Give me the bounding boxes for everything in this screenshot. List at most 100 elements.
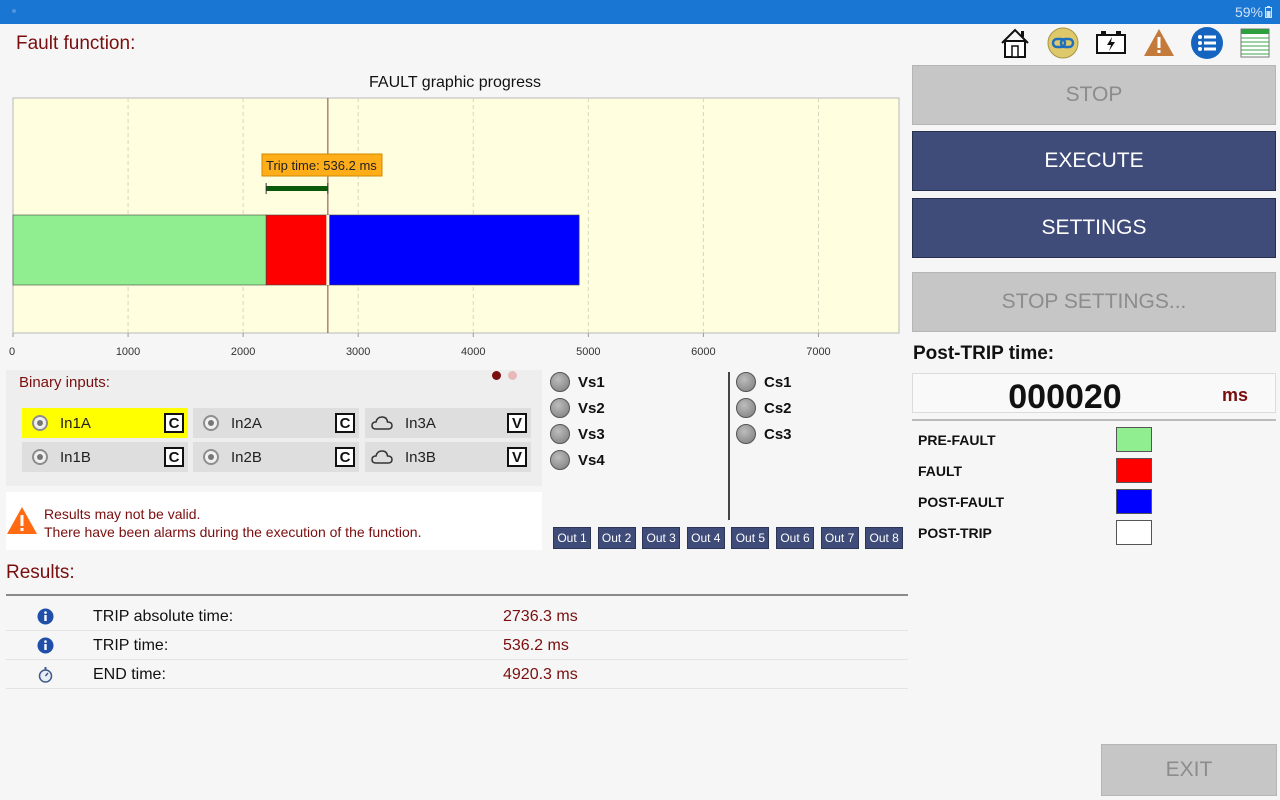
results-title: Results: — [6, 562, 75, 583]
x-tick-label: 7000 — [806, 346, 830, 358]
post-trip-field[interactable] — [912, 373, 1276, 413]
cs-label: Cs2 — [764, 399, 792, 417]
pager-dot-active[interactable] — [492, 371, 501, 380]
x-tick-label: 5000 — [576, 346, 600, 358]
trip-marker-gap — [326, 215, 330, 285]
radio-icon — [32, 449, 48, 465]
binary-inputs-label: Binary inputs: — [19, 374, 110, 391]
vs-indicator-vs4: Vs4 — [550, 450, 605, 470]
vs-cs-divider — [728, 372, 730, 520]
binary-input-mode-tag[interactable]: C — [164, 413, 184, 433]
page-title: Fault function: — [16, 33, 136, 54]
chart-title: FAULT graphic progress — [369, 74, 541, 91]
output-4-button[interactable]: Out 4 — [686, 527, 725, 549]
binary-input-in3a[interactable]: In3A V — [365, 408, 531, 438]
legend-label-fault: FAULT — [918, 463, 963, 479]
execute-button[interactable]: EXECUTE — [912, 131, 1276, 191]
binary-input-mode-tag[interactable]: C — [335, 447, 355, 467]
stop-button[interactable]: STOP — [912, 65, 1276, 125]
spreadsheet-icon[interactable] — [1238, 26, 1272, 60]
binary-input-mode-tag[interactable]: C — [164, 447, 184, 467]
link-icon[interactable] — [1046, 26, 1080, 60]
results-row: TRIP absolute time: 2736.3 ms — [6, 602, 908, 631]
result-key: TRIP time: — [93, 637, 169, 654]
led-icon — [550, 424, 570, 444]
warning-line-2: There have been alarms during the execut… — [44, 524, 422, 540]
led-icon — [736, 398, 756, 418]
cs-indicator-cs3: Cs3 — [736, 424, 792, 444]
cloud-icon — [371, 416, 393, 430]
alert-icon — [7, 507, 37, 534]
fault-progress-chart: 0 1000 2000 3000 4000 5000 6000 7000 Trip time:… — [9, 97, 900, 358]
result-value: 2736.3 ms — [503, 608, 578, 625]
binary-input-mode-tag[interactable]: C — [335, 413, 355, 433]
output-3-button[interactable]: Out 3 — [642, 527, 681, 549]
binary-input-label: In1B — [60, 448, 91, 466]
binary-input-in1b[interactable]: In1B C — [22, 442, 188, 472]
binary-input-label: In3B — [405, 448, 436, 466]
legend-swatch-post-trip — [1116, 520, 1152, 545]
output-1-button[interactable]: Out 1 — [553, 527, 591, 549]
binary-input-in1a[interactable]: In1A C — [22, 408, 188, 438]
binary-input-in3b[interactable]: In3B V — [365, 442, 531, 472]
vs-label: Vs3 — [578, 425, 605, 443]
home-icon[interactable] — [998, 26, 1032, 60]
radio-icon — [203, 449, 219, 465]
cs-indicator-cs1: Cs1 — [736, 372, 792, 392]
legend-swatch-fault — [1116, 458, 1152, 483]
results-divider — [6, 594, 908, 596]
post-trip-label: Post-TRIP time: — [913, 343, 1055, 364]
radio-icon — [32, 415, 48, 431]
binary-input-mode-tag[interactable]: V — [507, 447, 527, 467]
x-tick-label: 1000 — [116, 346, 140, 358]
binary-input-in2a[interactable]: In2A C — [193, 408, 359, 438]
output-6-button[interactable]: Out 6 — [776, 527, 814, 549]
settings-button[interactable]: SETTINGS — [912, 198, 1276, 258]
stop-settings-button[interactable]: STOP SETTINGS... — [912, 272, 1276, 332]
battery-level: 59% — [1234, 4, 1263, 20]
results-row: END time: 4920.3 ms — [6, 660, 908, 689]
legend-swatch-post-fault — [1116, 489, 1152, 514]
result-key: END time: — [93, 666, 166, 683]
binary-input-mode-tag[interactable]: V — [507, 413, 527, 433]
post-trip-value[interactable]: 000020 — [1008, 378, 1122, 416]
led-icon — [736, 424, 756, 444]
post-trip-separator — [912, 419, 1276, 421]
x-tick-label: 6000 — [691, 346, 715, 358]
exit-button[interactable]: EXIT — [1101, 744, 1277, 796]
vs-label: Vs4 — [578, 451, 605, 469]
legend-label-post-fault: POST-FAULT — [918, 494, 1005, 510]
warning-icon[interactable] — [1142, 26, 1176, 60]
battery-charge-icon[interactable] — [1094, 26, 1128, 60]
radio-icon — [203, 415, 219, 431]
cs-label: Cs3 — [764, 425, 792, 443]
binary-input-in2b[interactable]: In2B C — [193, 442, 359, 472]
trip-interval-bar — [266, 186, 328, 191]
binary-input-label: In1A — [60, 414, 91, 432]
x-tick-label: 3000 — [346, 346, 370, 358]
led-icon — [736, 372, 756, 392]
list-icon[interactable] — [1190, 26, 1224, 60]
cloud-icon — [371, 450, 393, 464]
trip-annotation: Trip time: 536.2 ms — [266, 158, 377, 173]
output-5-button[interactable]: Out 5 — [731, 527, 770, 549]
bar-segment-post-fault — [327, 214, 580, 286]
output-8-button[interactable]: Out 8 — [865, 527, 904, 549]
info-icon — [37, 608, 54, 625]
output-7-button[interactable]: Out 7 — [820, 527, 859, 549]
post-trip-unit: ms — [1222, 385, 1249, 405]
result-value: 4920.3 ms — [503, 666, 578, 683]
pager-dot[interactable] — [508, 371, 517, 380]
vs-label: Vs2 — [578, 399, 605, 417]
results-row: TRIP time: 536.2 ms — [6, 631, 908, 660]
binary-input-label: In2B — [231, 448, 262, 466]
binary-input-label: In2A — [231, 414, 262, 432]
vs-indicator-vs3: Vs3 — [550, 424, 605, 444]
x-tick-label: 2000 — [231, 346, 255, 358]
binary-input-label: In3A — [405, 414, 436, 432]
x-tick-label: 0 — [9, 346, 15, 358]
bar-segment-pre-fault — [12, 214, 267, 286]
status-bar: 59% — [0, 0, 1280, 24]
output-2-button[interactable]: Out 2 — [597, 527, 636, 549]
stopwatch-icon — [38, 667, 53, 683]
